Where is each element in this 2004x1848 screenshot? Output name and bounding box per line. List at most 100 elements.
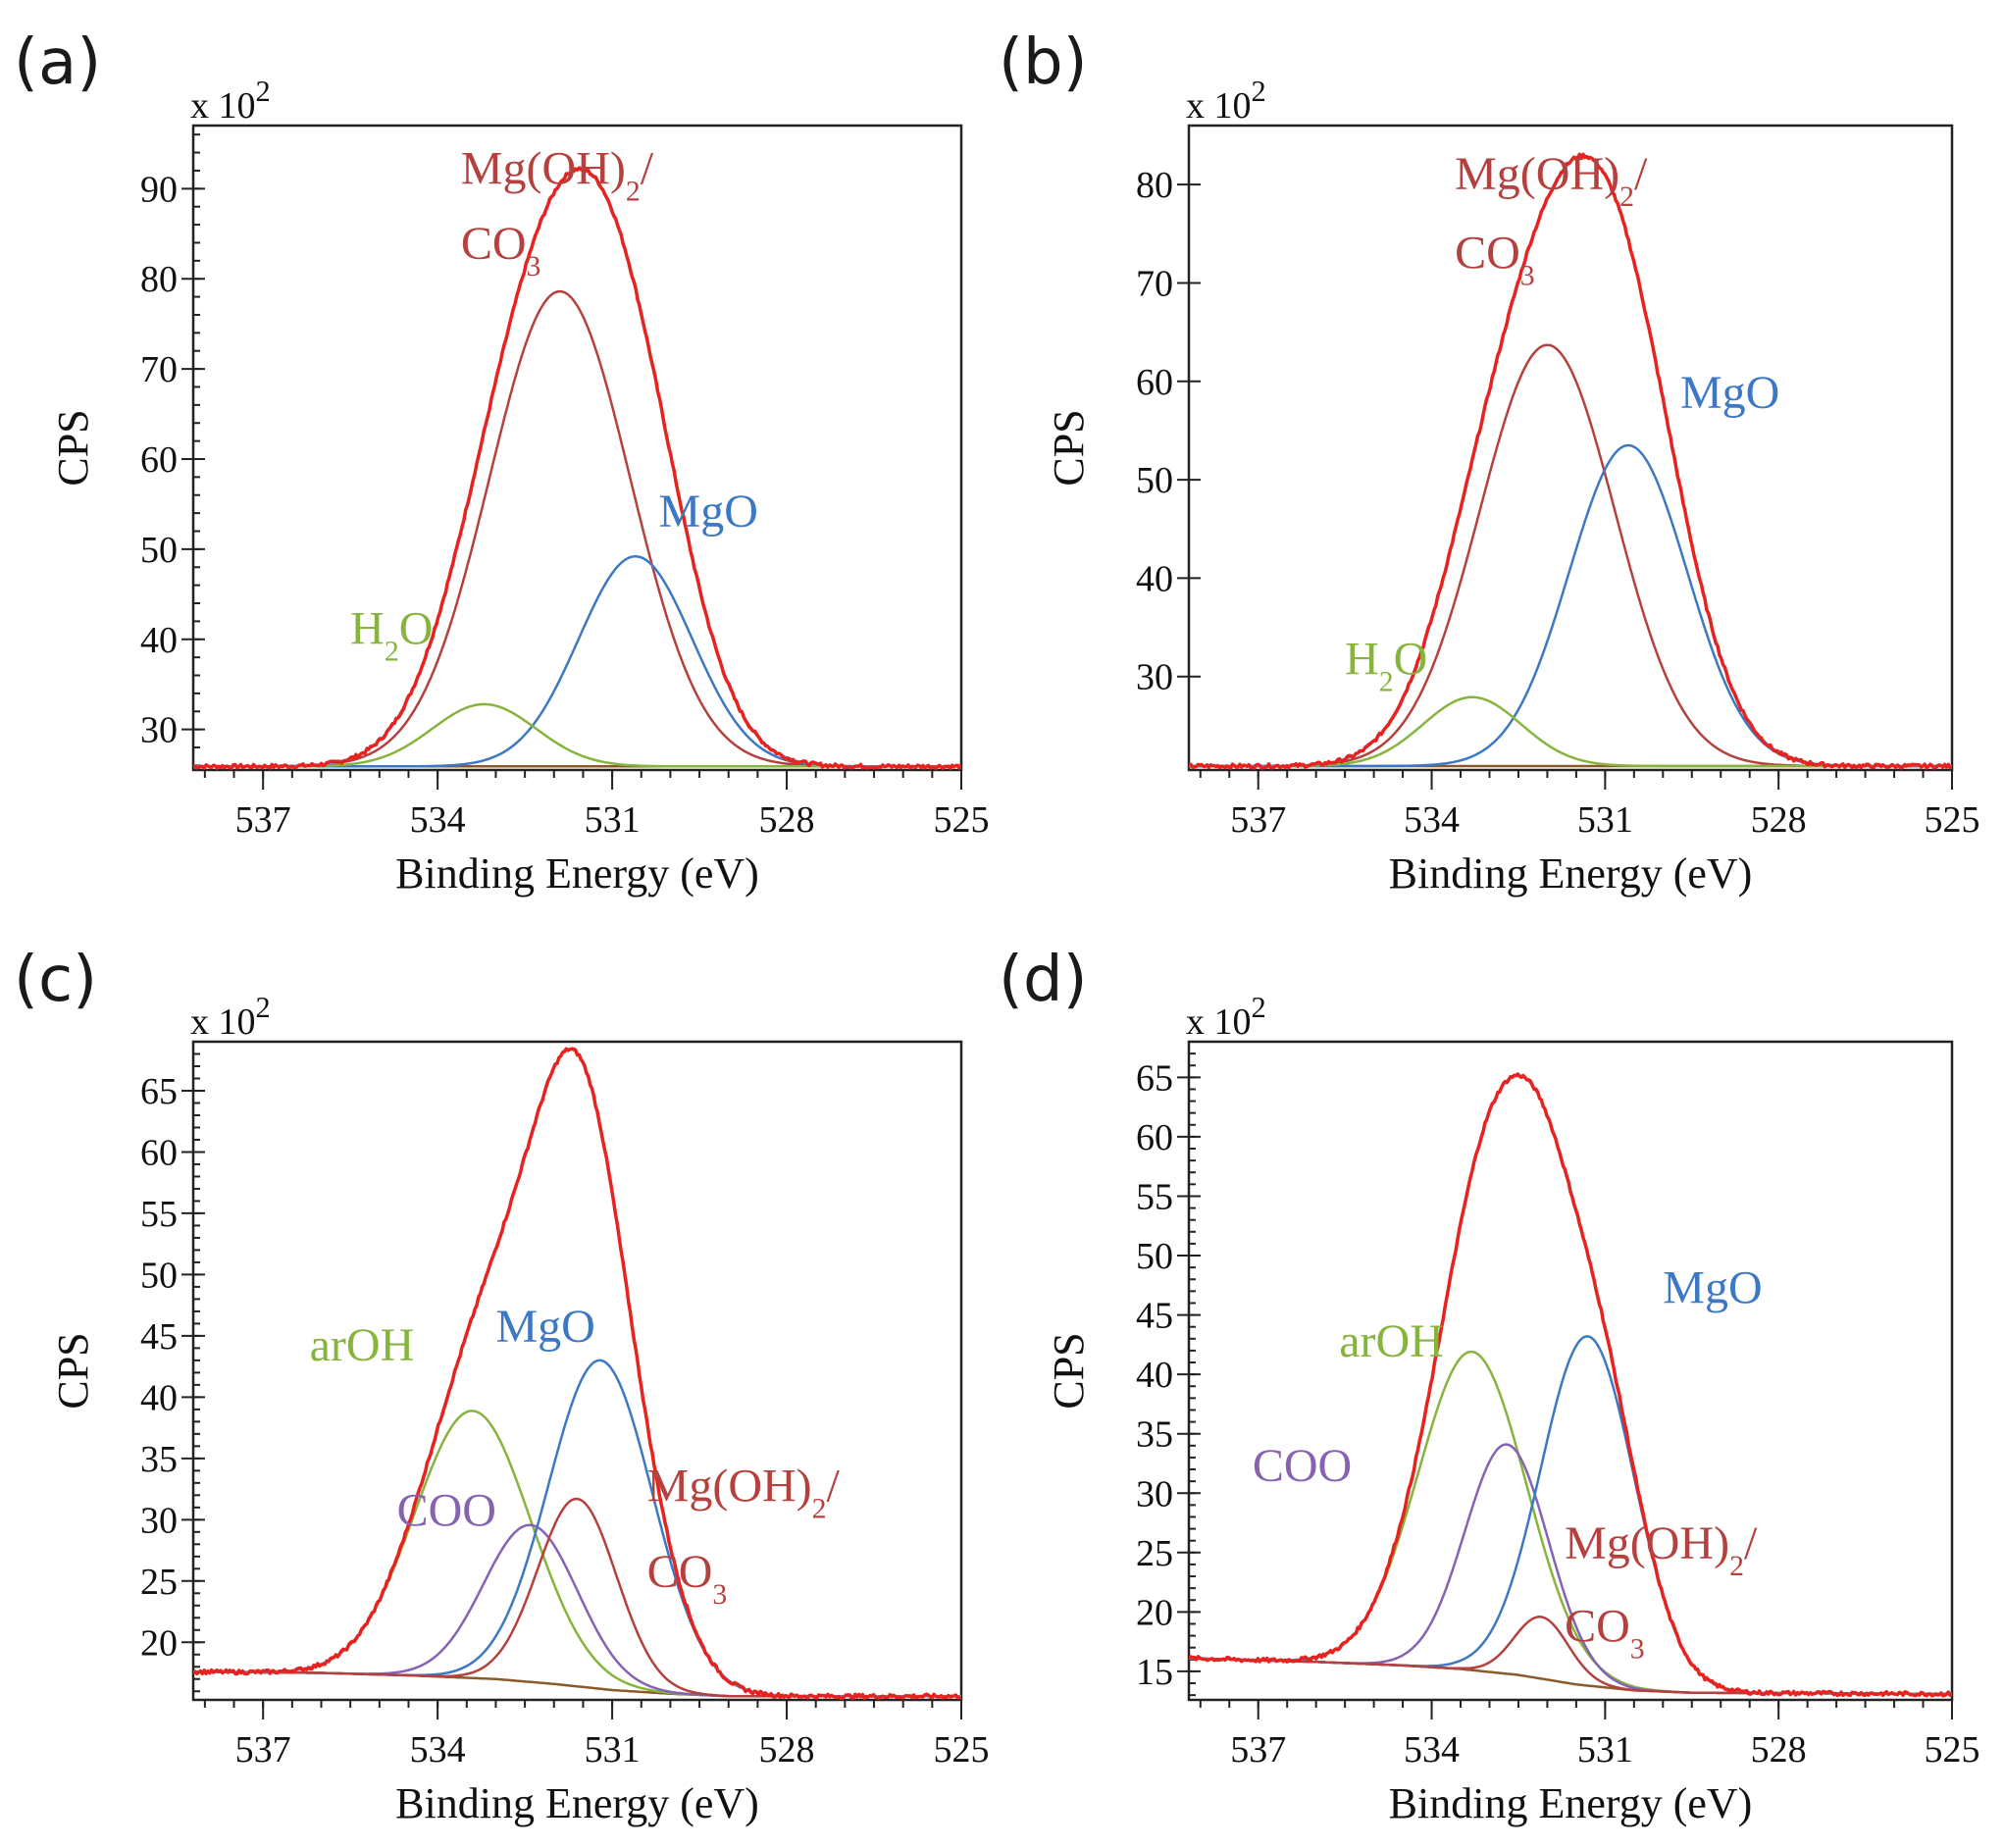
x-tick-label: 531 [585,1729,641,1771]
peak-aroh [193,1410,961,1698]
peak-label-mgoh2co3: CO3 [647,1546,728,1611]
peak-label-mgo: MgO [659,486,758,538]
fit-envelope [193,167,961,768]
y-tick-label: 35 [1136,1414,1173,1456]
y-tick-label: 20 [1136,1592,1173,1633]
peak-label-mgo-text: MgO [495,1301,594,1353]
y-tick-label: 50 [1136,460,1173,501]
peak-label-mgoh2co3-text: CO [461,218,527,270]
x-tick-label: 537 [235,799,291,841]
peak-label-mgoh2co3: CO3 [1455,227,1535,291]
peak-label-mgoh2co3-text: Mg(OH) [647,1461,812,1513]
peak-mgo [193,1359,961,1698]
fit-envelope [193,1048,961,1698]
peak-mgoh2co3 [193,289,961,768]
y-tick-label: 50 [140,530,178,571]
x-tick-label: 525 [934,1729,990,1771]
background-line [1189,1657,1952,1696]
peak-h2o [1189,695,1952,768]
y-tick-label: 60 [1136,1117,1173,1158]
y-tick-label: 80 [140,259,178,300]
x-tick-label: 537 [1230,1729,1286,1771]
peak-label-coo: COO [1253,1440,1352,1492]
plot-frame [1187,124,1954,772]
y-tick-label: 30 [140,1500,178,1541]
peak-label-aroh: arOH [310,1319,415,1371]
curve-group [193,1047,961,1700]
panel-label: (b) [999,26,1088,99]
x-tick-label: 528 [759,1729,815,1771]
x-tick-label: 531 [1577,1729,1633,1771]
peak-label-h2o: H2O [1345,634,1427,698]
peak-label-mgoh2co3-subscript: 2 [1729,1549,1744,1581]
panel-label: (c) [14,944,97,1016]
y-tick-label: 15 [1136,1652,1173,1693]
peak-label-h2o-text: H [1345,634,1379,686]
peak-label-h2o-tail: O [399,602,434,654]
y-tick-label: 55 [1136,1176,1173,1217]
x-tick-label: 525 [934,799,990,841]
peak-label-mgoh2co3-subscript: 3 [1630,1632,1645,1665]
peak-label-mgoh2co3-tail: / [827,1461,841,1513]
peak-label-mgo-text: MgO [1663,1261,1762,1313]
curve-group [1189,152,1952,770]
peak-label-mgoh2co3: Mg(OH)2/ [1565,1517,1758,1582]
x-axis-title: Binding Energy (eV) [395,849,759,898]
plot-frame [1187,1040,1954,1702]
y-tick-label: 65 [1136,1057,1173,1099]
peak-label-aroh: arOH [1339,1315,1444,1367]
y-tick-label: 35 [140,1439,178,1480]
y-tick-label: 40 [1136,558,1173,599]
peak-label-mgo: MgO [1663,1261,1762,1313]
peak-label-mgoh2co3-subscript: 3 [1520,259,1535,291]
x-axis-title: Binding Energy (eV) [1389,1779,1753,1827]
peak-label-mgoh2co3: Mg(OH)2/ [647,1461,841,1525]
measured-spectrum [193,1047,961,1700]
y-tick-label: 25 [1136,1533,1173,1574]
y-tick-label: 30 [140,710,178,751]
peak-coo [193,1523,961,1698]
peak-label-coo-text: COO [1253,1440,1352,1492]
fit-envelope [1189,154,1952,768]
x-tick-label: 525 [1925,1729,1980,1771]
peak-label-mgo-text: MgO [659,486,758,538]
peak-label-h2o-tail: O [1394,634,1428,686]
x-tick-label: 537 [235,1729,291,1771]
peak-label-mgoh2co3-text: Mg(OH) [1455,148,1619,200]
y-scale-label: x 102 [190,75,271,127]
panel-label: (a) [14,26,101,99]
peak-label-aroh-text: arOH [1339,1315,1444,1367]
peak-h2o [193,702,961,768]
peak-label-mgoh2co3-text: CO [647,1546,713,1598]
y-scale-label: x 102 [1186,991,1266,1043]
measured-spectrum [1189,152,1952,770]
x-axis-title: Binding Energy (eV) [395,1779,759,1827]
peak-label-mgoh2co3-subscript: 2 [626,175,641,207]
peak-label-mgoh2co3-text: Mg(OH) [1565,1517,1729,1569]
peak-label-coo-text: COO [397,1485,496,1537]
x-tick-label: 531 [1577,799,1633,841]
y-axis-title: CPS [1045,409,1093,486]
y-scale-base: x 10 [1186,1001,1252,1043]
y-tick-label: 60 [140,439,178,481]
peak-label-mgoh2co3-subscript: 2 [812,1492,827,1524]
peak-mgo [1189,443,1952,768]
peak-mgo [193,554,961,768]
x-tick-label: 528 [1751,1729,1807,1771]
x-tick-label: 534 [1404,1729,1460,1771]
y-tick-label: 70 [1136,263,1173,304]
peak-label-mgoh2co3-subscript: 2 [1619,180,1634,213]
x-tick-label: 534 [410,1729,466,1771]
y-tick-label: 50 [140,1255,178,1296]
peak-label-coo: COO [397,1485,496,1537]
y-scale-label: x 102 [1186,75,1266,127]
y-scale-base: x 10 [190,85,256,127]
x-axis-title: Binding Energy (eV) [1389,849,1753,898]
peak-label-mgoh2co3-tail: / [641,143,654,195]
y-tick-label: 45 [140,1316,178,1358]
y-tick-label: 60 [1136,362,1173,403]
panel-label: (d) [999,944,1088,1016]
y-tick-label: 25 [140,1562,178,1603]
